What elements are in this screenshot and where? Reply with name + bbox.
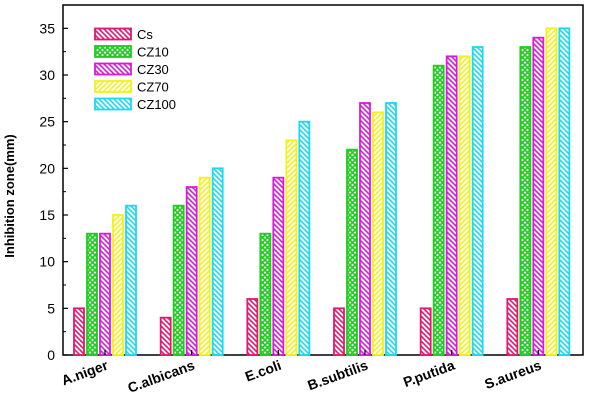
legend-swatch <box>94 62 132 76</box>
bar-cs-bsubtilis <box>333 307 345 356</box>
bar-cz10-pputida <box>432 64 445 356</box>
bar-cz10-aniger <box>86 232 98 356</box>
bar-cs-ecoli <box>246 298 259 356</box>
y-tick-label: 15 <box>39 207 55 223</box>
legend-swatch <box>94 97 132 111</box>
x-tick-label: E.coli <box>243 357 284 385</box>
y-tick-label: 5 <box>47 300 55 316</box>
bar-cz10-bsubtilis <box>346 148 358 356</box>
bar-cz100-aniger <box>125 204 137 356</box>
y-tick-label: 30 <box>39 67 55 83</box>
legend-label: CZ30 <box>137 62 169 77</box>
bar-cz70-aniger <box>112 214 124 356</box>
bar-cz70-ecoli <box>285 139 298 356</box>
plot-border <box>62 4 584 356</box>
bar-cs-aniger <box>73 307 85 356</box>
bar-cz100-pputida <box>471 46 484 356</box>
x-tick-label: S.aureus <box>482 357 543 392</box>
bar-cz30-pputida <box>445 55 458 356</box>
legend-label: CZ70 <box>137 80 169 95</box>
bar-cs-pputida <box>419 307 432 356</box>
bar-cz100-bsubtilis <box>385 102 397 356</box>
x-axis: A.niger C.albicans E.coli B.subtilis P.putid… <box>59 350 544 396</box>
bar-cz10-calbicans <box>172 204 185 356</box>
y-tick-label: 35 <box>39 20 55 36</box>
x-tick-label: B.subtilis <box>305 357 370 394</box>
plot-area <box>62 4 584 356</box>
legend-swatch <box>94 80 132 93</box>
x-tick-label: P.putida <box>401 357 457 390</box>
legend-swatch <box>94 45 132 58</box>
bar-cz100-ecoli <box>298 120 311 356</box>
bar-cz70-bsubtilis <box>372 111 384 356</box>
bar-cz30-bsubtilis <box>359 102 371 356</box>
bar-cs-saureus <box>506 298 519 356</box>
bar-cz100-calbicans <box>211 167 224 356</box>
y-axis: 0 5 10 15 20 25 30 35 <box>39 20 68 363</box>
bar-cz10-saureus <box>519 46 532 356</box>
y-tick-label: 20 <box>39 160 55 176</box>
y-tick-label: 0 <box>47 347 55 363</box>
bar-cz70-calbicans <box>198 176 211 356</box>
bar-cz70-pputida <box>458 55 471 356</box>
legend-swatch <box>94 27 132 41</box>
bar-cz70-saureus <box>545 27 558 356</box>
bar-cz30-aniger <box>99 232 111 356</box>
bar-cz10-ecoli <box>259 232 272 356</box>
legend: Cs CZ10 CZ30 CZ70 CZ100 <box>94 27 176 112</box>
bar-cs-calbicans <box>159 316 172 356</box>
legend-label: CZ10 <box>137 45 169 60</box>
legend-label: CZ100 <box>137 97 176 112</box>
y-tick-label: 10 <box>39 254 55 270</box>
legend-label: Cs <box>137 27 153 42</box>
x-tick-label: C.albicans <box>125 357 196 396</box>
x-tick-label: A.niger <box>59 357 110 389</box>
bar-cz30-calbicans <box>185 186 198 356</box>
bar-cz100-saureus <box>558 27 571 356</box>
y-axis-title: Inhibition zone(mm) <box>2 134 17 257</box>
bar-cz30-saureus <box>532 36 545 356</box>
bars <box>73 27 571 356</box>
y-tick-label: 25 <box>39 114 55 130</box>
bar-cz30-ecoli <box>272 176 285 356</box>
